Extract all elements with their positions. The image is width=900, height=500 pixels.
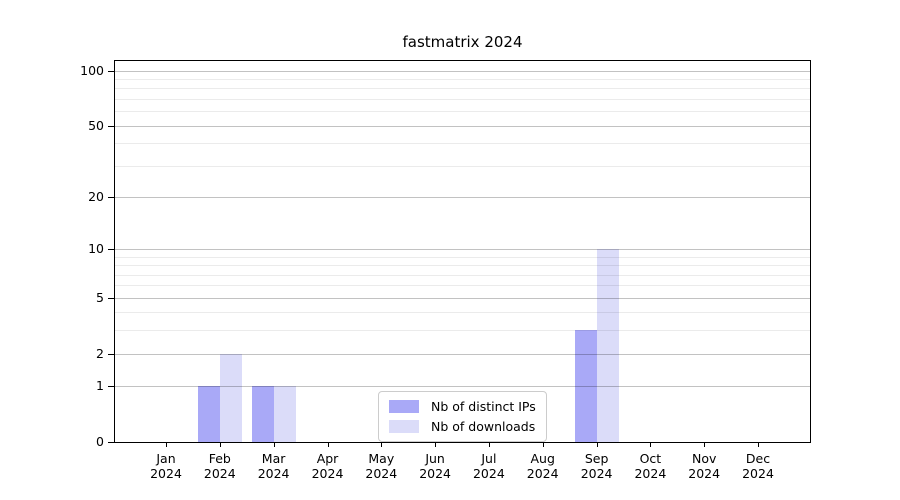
gridline-major	[115, 70, 810, 72]
gridline-minor	[115, 330, 810, 332]
legend-label-downloads: Nb of downloads	[431, 419, 536, 434]
y-tick	[108, 386, 114, 388]
gridline-major	[115, 196, 810, 198]
y-tick	[108, 249, 114, 250]
x-tick-label: Nov 2024	[688, 451, 721, 481]
bar-nb-of-downloads-sep	[596, 248, 619, 442]
gridline-minor	[115, 98, 810, 100]
legend-swatch-distinct-ips	[389, 400, 419, 413]
x-tick-label: Feb 2024	[203, 451, 236, 481]
x-tick-label: Aug 2024	[526, 451, 559, 481]
gridline-major	[115, 125, 810, 127]
legend: Nb of distinct IPs Nb of downloads	[378, 391, 547, 442]
bar-nb-of-distinct-ips-mar	[251, 386, 274, 442]
x-tick-label: Oct 2024	[634, 451, 667, 481]
x-tick	[327, 443, 329, 447]
x-tick	[219, 443, 221, 447]
y-tick-label: 50	[88, 117, 104, 133]
gridline-minor	[115, 143, 810, 145]
gridline-minor	[115, 78, 810, 80]
plot-area	[114, 60, 811, 443]
bar-nb-of-distinct-ips-sep	[574, 330, 597, 442]
bar-nb-of-distinct-ips-feb	[197, 386, 220, 442]
gridline-minor	[115, 265, 810, 267]
y-tick	[108, 297, 114, 299]
legend-swatch-downloads	[389, 420, 419, 433]
gridline-major	[115, 353, 810, 355]
gridline-minor	[115, 88, 810, 90]
y-tick-label: 20	[88, 188, 104, 204]
x-tick	[435, 443, 437, 447]
x-tick	[596, 443, 598, 447]
gridline-minor	[115, 165, 810, 167]
x-tick-label: Jun 2024	[419, 451, 451, 481]
x-tick	[758, 443, 759, 447]
x-tick	[273, 443, 275, 447]
y-tick-label: 0	[96, 434, 104, 449]
chart-title: fastmatrix 2024	[402, 33, 523, 51]
y-tick	[108, 442, 114, 443]
gridline-minor	[115, 312, 810, 314]
x-tick-label: Dec 2024	[742, 451, 774, 481]
bar-nb-of-downloads-mar	[273, 386, 296, 442]
gridline-major	[115, 297, 810, 299]
y-tick-label: 100	[80, 62, 104, 78]
gridline-minor	[115, 285, 810, 287]
y-tick-label: 5	[96, 289, 104, 305]
y-tick-label: 2	[96, 345, 104, 361]
x-tick	[488, 443, 490, 447]
x-tick	[381, 443, 383, 447]
y-tick	[108, 353, 114, 355]
gridline-minor	[115, 111, 810, 113]
x-tick	[650, 443, 652, 447]
gridline-major	[115, 386, 810, 388]
x-tick	[542, 443, 544, 447]
x-tick-label: May 2024	[365, 451, 398, 481]
legend-label-distinct-ips: Nb of distinct IPs	[431, 399, 536, 414]
y-tick	[108, 196, 114, 198]
x-tick-label: Jan 2024	[150, 451, 182, 481]
legend-item-distinct-ips: Nb of distinct IPs	[389, 399, 536, 414]
x-tick-label: Sep 2024	[580, 451, 613, 481]
y-tick-label: 1	[96, 378, 104, 394]
legend-item-downloads: Nb of downloads	[389, 419, 536, 434]
y-tick	[108, 70, 114, 72]
bar-nb-of-downloads-feb	[219, 353, 242, 442]
x-tick-label: Apr 2024	[311, 451, 344, 481]
x-tick	[704, 443, 706, 447]
y-tick-label: 10	[88, 241, 104, 256]
gridline-minor	[115, 274, 810, 276]
gridline-minor	[115, 256, 810, 258]
x-tick-label: Jul 2024	[472, 451, 505, 481]
x-tick	[166, 443, 167, 447]
gridline-major	[115, 249, 810, 250]
y-tick	[108, 125, 114, 127]
x-tick-label: Mar 2024	[257, 451, 290, 481]
